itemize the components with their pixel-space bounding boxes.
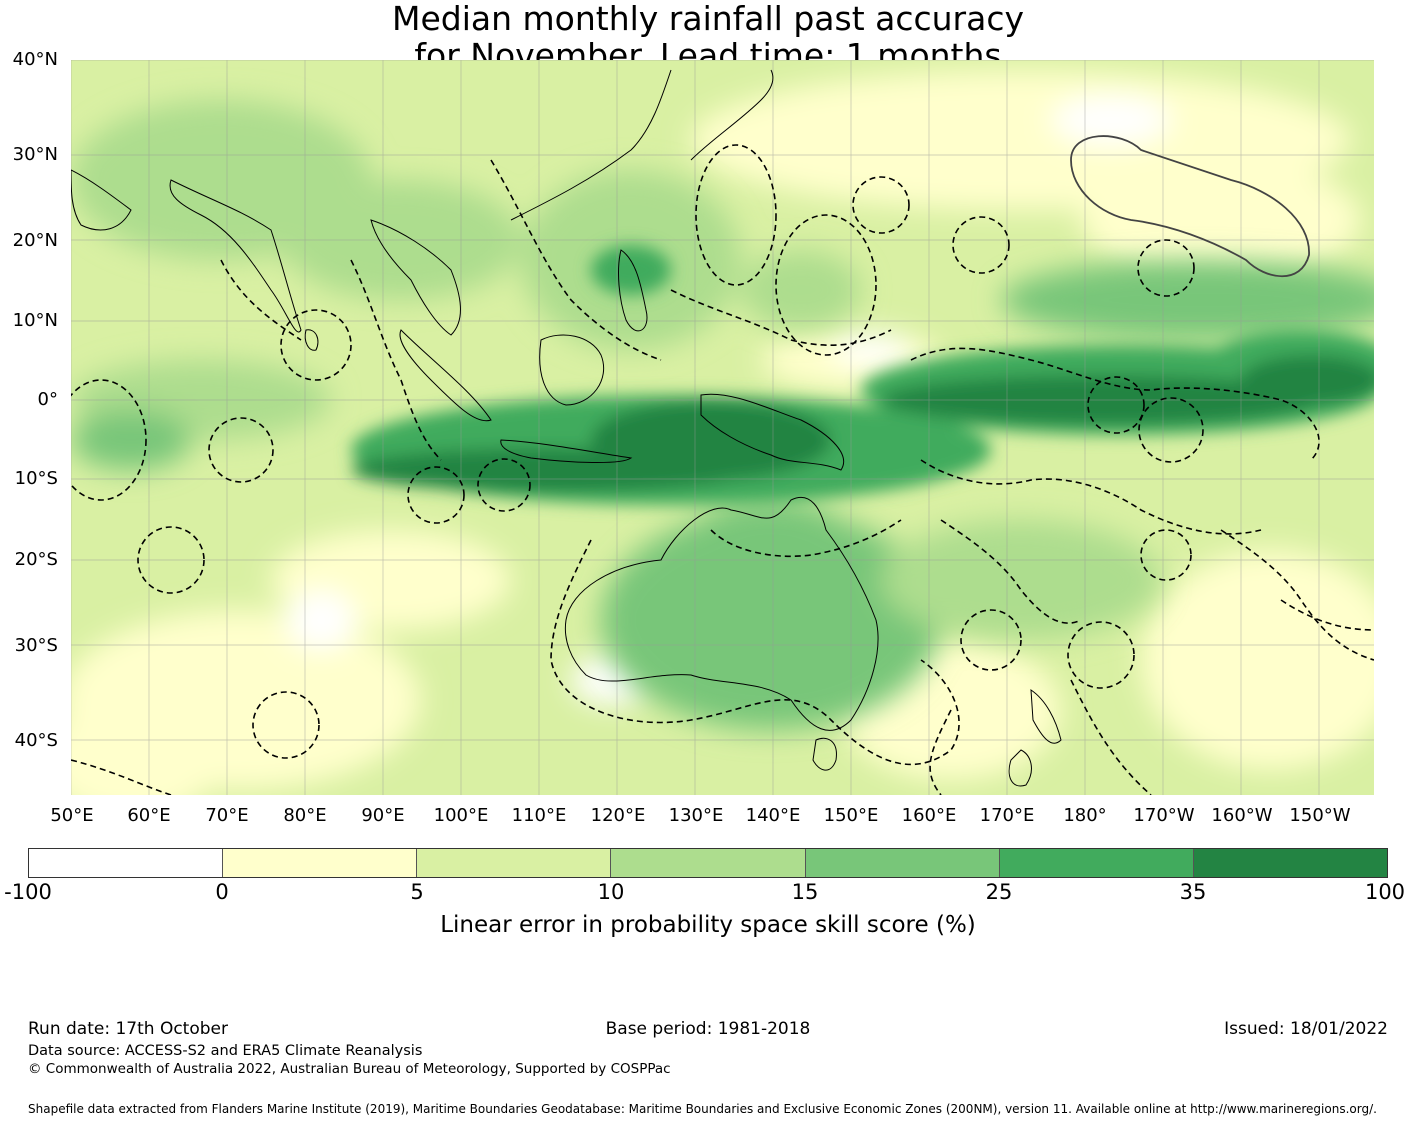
lat-label-30s: 30°S: [14, 635, 58, 656]
shapefile-credit: Shapefile data extracted from Flanders M…: [28, 1102, 1377, 1116]
colorbar-tick: 0: [215, 880, 229, 904]
arabia-coast: [71, 169, 132, 231]
australia-coast: [564, 496, 879, 731]
colorbar-tick: 25: [985, 880, 1013, 904]
new-guinea-coast: [700, 393, 844, 471]
skill-score-map: [71, 60, 1374, 795]
lat-label-40n: 40°N: [12, 49, 58, 70]
colorbar-segment: [611, 849, 806, 877]
base-period: Base period: 1981-2018: [605, 1019, 811, 1039]
colorbar-segment: [417, 849, 612, 877]
new-zealand-coast: [1030, 689, 1062, 744]
colorbar: [28, 848, 1388, 878]
colorbar-segment: [805, 849, 1000, 877]
lon-label-160w: 160°W: [1211, 805, 1273, 826]
map-title: Median monthly rainfall past accuracy fo…: [0, 0, 1416, 74]
colorbar-segment: [29, 849, 224, 877]
lon-label-150e: 150°E: [823, 805, 879, 826]
colorbar-segment: [223, 849, 418, 877]
lon-label-160e: 160°E: [901, 805, 957, 826]
japan-coast: [690, 69, 774, 161]
lon-label-170e: 170°E: [979, 805, 1035, 826]
lon-label-120e: 120°E: [590, 805, 646, 826]
lon-label-90e: 90°E: [361, 805, 405, 826]
philippines-coast: [618, 249, 648, 332]
map-canvas: [71, 60, 1374, 795]
lon-label-140e: 140°E: [745, 805, 801, 826]
china-coast: [510, 69, 672, 221]
tasmania-coast: [812, 737, 837, 771]
lon-label-180: 180°: [1063, 805, 1107, 826]
low-skill-regions: [71, 70, 1374, 795]
lon-label-50e: 50°E: [50, 805, 94, 826]
lat-label-0: 0°: [37, 389, 58, 410]
issued-date: Issued: 18/01/2022: [1224, 1019, 1388, 1039]
eez-boundaries: [71, 144, 1374, 795]
data-source: Data source: ACCESS-S2 and ERA5 Climate …: [28, 1043, 423, 1059]
lon-label-100e: 100°E: [433, 805, 489, 826]
coastlines: [71, 69, 1062, 787]
lon-label-80e: 80°E: [283, 805, 327, 826]
lon-label-170w: 170°W: [1133, 805, 1195, 826]
india-coast: [169, 179, 302, 333]
borneo-coast: [539, 334, 605, 406]
graticule: [71, 60, 1374, 795]
lon-label-150w: 150°W: [1289, 805, 1351, 826]
hawaii-region-outline: [1070, 135, 1310, 278]
title-line-1: Median monthly rainfall past accuracy: [391, 0, 1025, 38]
lon-label-110e: 110°E: [511, 805, 567, 826]
colorbar-tick: 100: [1364, 880, 1406, 904]
sumatra-coast: [399, 329, 492, 422]
java-coast: [500, 439, 633, 464]
lat-label-20s: 20°S: [14, 549, 58, 570]
colorbar-tick: 35: [1179, 880, 1207, 904]
lon-label-60e: 60°E: [127, 805, 171, 826]
lon-label-70e: 70°E: [205, 805, 249, 826]
lat-label-10n: 10°N: [12, 310, 58, 331]
lat-label-10s: 10°S: [14, 468, 58, 489]
copyright-notice: © Commonwealth of Australia 2022, Austra…: [28, 1061, 671, 1077]
colorbar-segment: [999, 849, 1194, 877]
lat-label-30n: 30°N: [12, 144, 58, 165]
lon-label-130e: 130°E: [668, 805, 724, 826]
colorbar-tick: 10: [597, 880, 625, 904]
colorbar-tick: -100: [4, 880, 52, 904]
new-zealand-south-coast: [1008, 749, 1032, 787]
colorbar-tick: 15: [791, 880, 819, 904]
high-skill-band: [351, 245, 1374, 505]
moderate-skill-regions: [71, 100, 1374, 730]
colorbar-label: Linear error in probability space skill …: [440, 912, 976, 938]
lat-label-40s: 40°S: [14, 730, 58, 751]
lat-label-20n: 20°N: [12, 230, 58, 251]
sri-lanka-coast: [304, 329, 319, 351]
colorbar-tick: 5: [410, 880, 424, 904]
run-date: Run date: 17th October: [28, 1019, 228, 1039]
indochina-coast: [370, 219, 461, 336]
colorbar-segment: [1193, 849, 1387, 877]
